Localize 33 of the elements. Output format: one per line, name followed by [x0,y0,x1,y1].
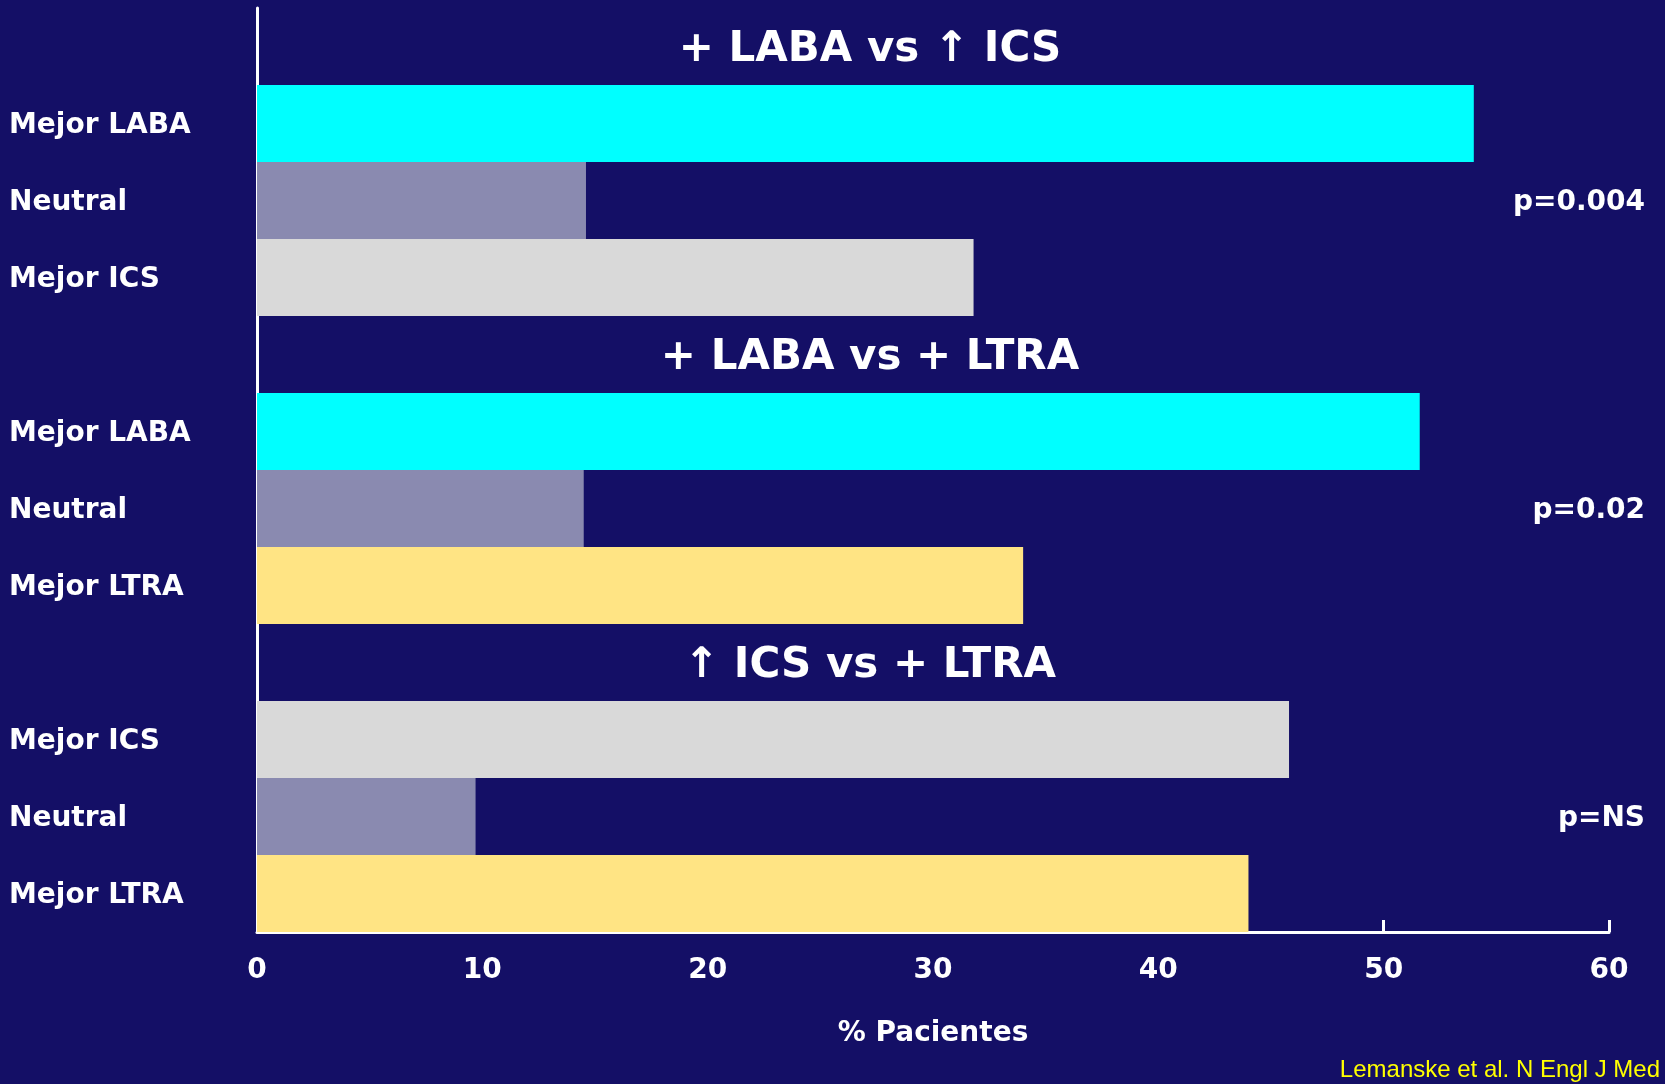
bar [257,393,1420,470]
x-tick-label: 30 [913,951,953,985]
x-tick-label: 40 [1138,951,1178,985]
y-tick-label: Mejor LTRA [9,877,185,910]
annotation: p=0.004 [1512,184,1645,217]
annotation: p=0.02 [1532,492,1645,525]
y-tick-label: Neutral [9,184,128,217]
bar [257,701,1290,778]
bar [257,547,1024,624]
y-tick-label: Mejor ICS [9,723,160,756]
y-tick-label: Mejor ICS [9,261,160,294]
bar [257,470,584,547]
x-tick-label: 10 [462,951,502,985]
bar [257,162,586,239]
x-tick-label: 60 [1589,951,1629,985]
annotation: + LABA vs + LTRA [660,330,1080,379]
x-tick-label: 20 [688,951,728,985]
annotation: ↑ ICS vs + LTRA [683,638,1057,687]
y-tick-label: Neutral [9,492,128,525]
text: Lemanske et al. N Engl J Med [1339,1054,1660,1082]
bar [257,855,1249,932]
bar [257,85,1474,162]
x-tick-label: 50 [1364,951,1404,985]
y-tick-label: Mejor LABA [9,107,192,140]
y-tick-label: Mejor LABA [9,415,192,448]
bar [257,239,974,316]
x-tick-label: 0 [247,951,267,985]
y-tick-label: Mejor LTRA [9,569,185,602]
y-tick-label: Neutral [9,800,128,833]
x-axis-title: % Pacientes [837,1014,1029,1048]
annotation: + LABA vs ↑ ICS [678,22,1062,71]
bar [257,778,476,855]
annotation: p=NS [1557,800,1645,833]
